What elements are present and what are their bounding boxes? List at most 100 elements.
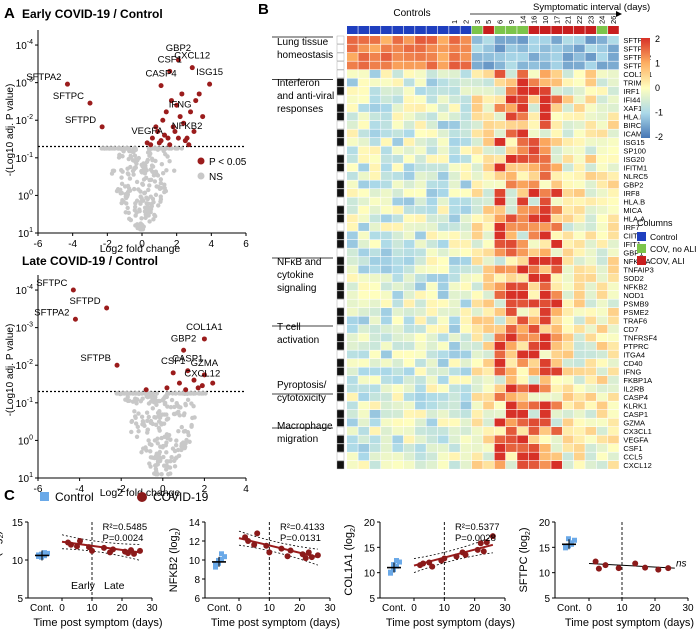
heatmap-cell <box>358 146 370 155</box>
heatmap-cell <box>608 146 619 155</box>
ns-point <box>141 177 147 182</box>
heatmap-cell <box>392 95 404 104</box>
heatmap-cell <box>426 444 438 452</box>
heatmap-cell <box>369 299 381 308</box>
heatmap-cell <box>426 367 438 376</box>
row-annotation-cell <box>336 350 345 359</box>
heatmap-cell <box>494 248 506 257</box>
heatmap-cell <box>358 70 370 78</box>
heatmap-cell <box>471 444 483 452</box>
heatmap-cell <box>381 291 392 299</box>
heatmap-cell <box>528 333 540 342</box>
heatmap-cell <box>505 316 517 325</box>
heatmap-cell <box>585 308 597 316</box>
heatmap-cell <box>403 214 415 223</box>
heatmap-cell <box>460 350 472 359</box>
heatmap-cell <box>528 61 540 70</box>
heatmap-cell <box>562 146 574 155</box>
covid-point <box>302 555 309 562</box>
heatmap-cell <box>562 427 574 435</box>
heatmap-cell <box>562 223 574 231</box>
x-axis-label: Log2 fold change <box>100 243 181 255</box>
heatmap-cell <box>403 231 415 240</box>
heatmap-cell <box>426 214 438 223</box>
control-point <box>222 554 227 560</box>
heatmap-cell <box>596 95 608 104</box>
heatmap-cell <box>505 36 517 44</box>
heatmap-cell <box>460 36 472 44</box>
x-tick-label: -4 <box>68 239 77 250</box>
heatmap-cell <box>471 129 483 138</box>
sig-point <box>149 135 155 141</box>
heatmap-cell <box>562 112 574 121</box>
y-tick-label: 10-4 <box>16 284 33 297</box>
heatmap-cell <box>392 342 404 350</box>
ns-point <box>136 429 141 434</box>
heatmap-cell <box>426 78 438 87</box>
heatmap-cell <box>358 197 370 206</box>
heatmap-cell <box>608 248 619 257</box>
ns-point <box>135 424 140 430</box>
heatmap-cell <box>517 121 528 129</box>
heatmap-cell <box>449 274 460 282</box>
ns-point <box>147 183 152 188</box>
heatmap-cell <box>437 342 449 350</box>
covid-point <box>420 560 427 567</box>
ns-point <box>142 190 147 196</box>
heatmap-cell <box>505 384 517 393</box>
heatmap-cell <box>539 435 551 444</box>
heatmap-cell <box>403 138 415 146</box>
ns-point <box>149 163 155 168</box>
ns-point <box>170 446 176 451</box>
gene-label: IFNG <box>169 100 192 111</box>
heatmap-cell <box>471 308 483 316</box>
heatmap-cell <box>381 299 392 308</box>
heatmap-cell <box>426 70 438 78</box>
heatmap-cell <box>347 36 358 44</box>
heatmap-cell <box>449 87 460 95</box>
heatmap-cell <box>369 393 381 401</box>
heatmap-cell <box>460 299 472 308</box>
ns-point <box>126 210 131 216</box>
row-annotation-cell <box>336 112 345 121</box>
heatmap-cell <box>608 36 619 44</box>
heatmap-cell <box>596 223 608 231</box>
heatmap-cell <box>574 172 585 180</box>
heatmap-cell <box>358 308 370 316</box>
heatmap-cell <box>574 180 585 189</box>
heatmap-cell <box>585 78 597 87</box>
heatmap-cell <box>562 274 574 282</box>
ns-point <box>136 411 141 416</box>
heatmap-cell <box>403 70 415 78</box>
heatmap-cell <box>369 248 381 257</box>
heatmap-cell <box>449 265 460 274</box>
ns-point <box>161 148 166 154</box>
ns-point <box>102 146 107 151</box>
heatmap-cell <box>517 274 528 282</box>
heatmap-cell <box>608 155 619 163</box>
ns-point <box>156 146 161 151</box>
heatmap-cell <box>347 95 358 104</box>
heatmap-cell <box>562 36 574 44</box>
heatmap-cell <box>347 138 358 146</box>
heatmap-cell <box>437 44 449 53</box>
heatmap-cell <box>528 401 540 410</box>
heatmap-cell <box>392 78 404 87</box>
ns-point <box>126 172 131 177</box>
heatmap-cell <box>528 418 540 427</box>
heatmap-cell <box>539 163 551 172</box>
heatmap-cell <box>483 435 494 444</box>
heatmap-cell <box>528 248 540 257</box>
heatmap-cell <box>471 112 483 121</box>
gene-label: CXCL12 <box>174 51 210 62</box>
heatmap-cell <box>471 350 483 359</box>
heatmap-cell <box>415 231 426 240</box>
heatmap-cell <box>392 197 404 206</box>
heatmap-cell <box>415 44 426 53</box>
r2-annotation: R²=0.4133 <box>280 522 325 533</box>
heatmap-cell <box>460 248 472 257</box>
sig-point <box>165 135 171 141</box>
heatmap-cell <box>539 384 551 393</box>
heatmap-cell <box>437 180 449 189</box>
heatmap-cell <box>505 138 517 146</box>
